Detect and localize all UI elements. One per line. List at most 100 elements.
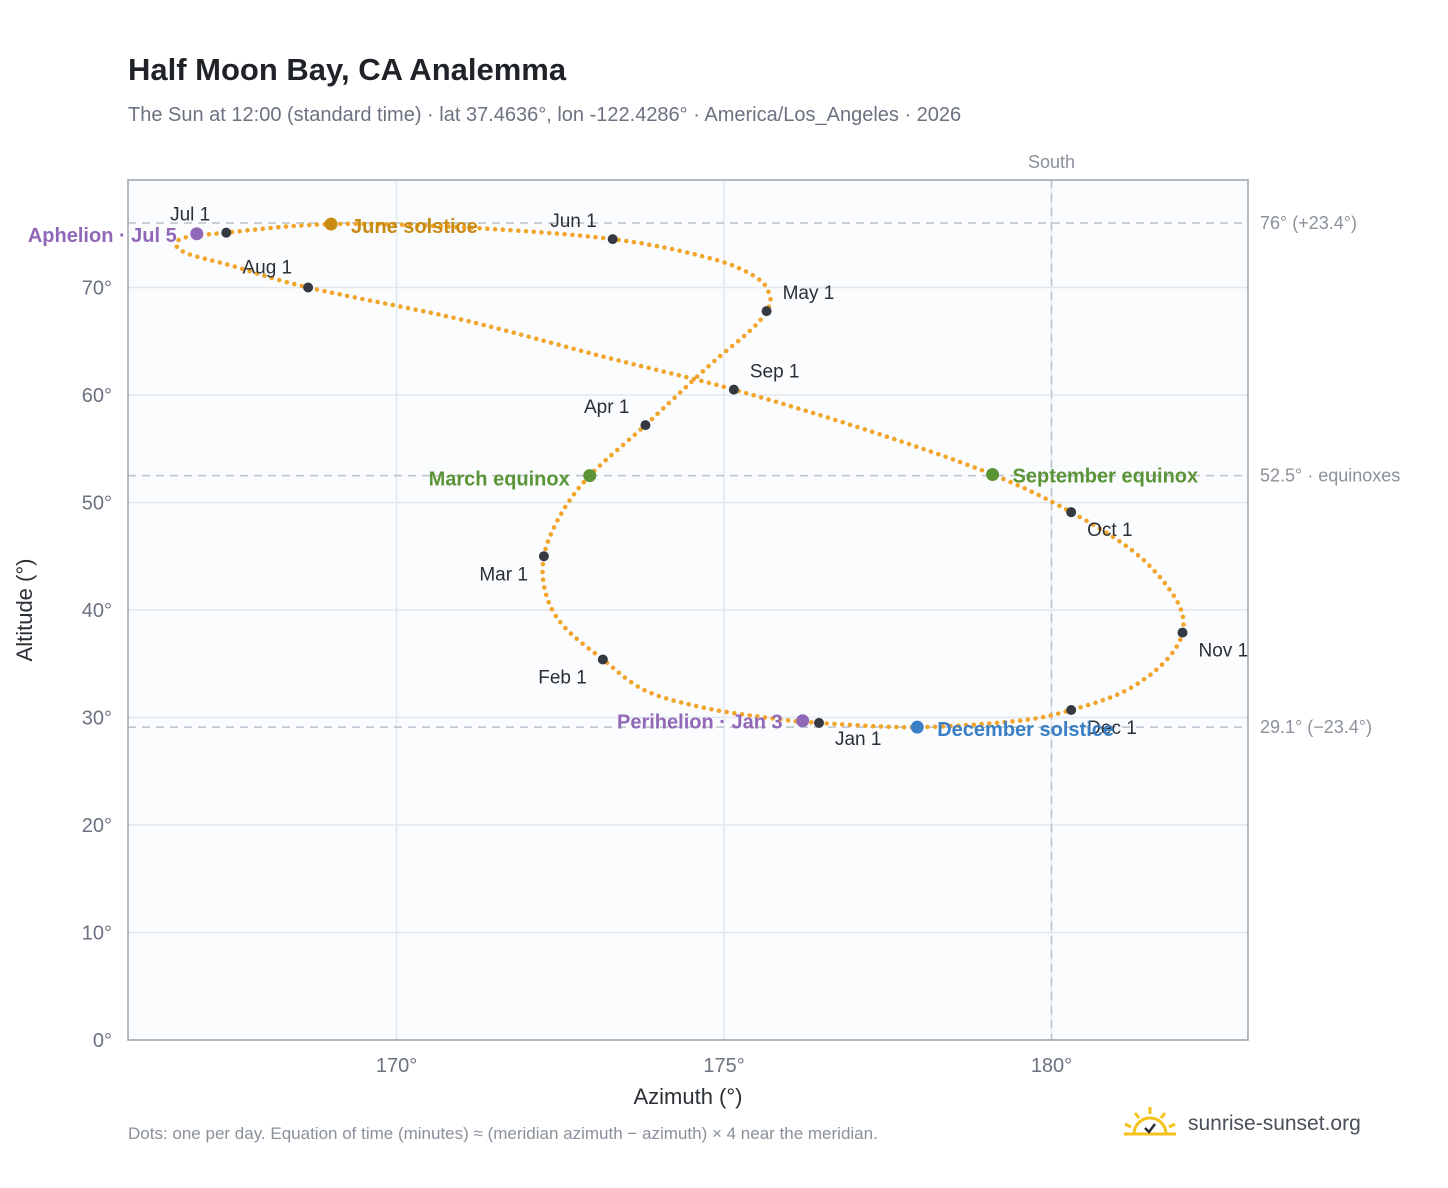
daily-dot — [750, 273, 756, 278]
daily-dot — [183, 235, 189, 240]
daily-dot — [810, 410, 816, 416]
daily-dot — [399, 222, 405, 227]
daily-dot — [932, 724, 938, 730]
daily-dot — [1097, 526, 1103, 531]
daily-dot — [1135, 552, 1141, 558]
y-tick-label: 0° — [93, 1030, 112, 1052]
daily-dot — [1170, 650, 1175, 656]
month-label: Apr 1 — [584, 397, 629, 418]
daily-dot — [824, 721, 829, 726]
daily-dot — [683, 384, 689, 390]
daily-dot — [568, 631, 574, 636]
daily-dot — [833, 417, 838, 423]
reference-line-label: 52.5° · equinoxes — [1260, 466, 1400, 486]
daily-dot — [314, 222, 320, 227]
daily-dot — [747, 713, 752, 718]
daily-dot — [1100, 698, 1106, 703]
daily-dot — [436, 312, 441, 317]
daily-dot — [187, 252, 193, 257]
daily-dot — [563, 344, 569, 350]
daily-dot — [661, 369, 666, 374]
reference-line-label: 76° (+23.4°) — [1260, 213, 1357, 233]
daily-dot — [839, 722, 845, 727]
reference-lines: South 76° (+23.4°) 52.5° · equinoxes 29.1° … — [128, 152, 1400, 1040]
daily-dot — [671, 698, 676, 703]
daily-dot — [503, 328, 509, 334]
daily-dot — [1129, 548, 1135, 553]
daily-dot — [956, 723, 961, 728]
month-label: Mar 1 — [479, 564, 528, 585]
daily-dot — [778, 717, 783, 722]
x-tick-label: 170° — [376, 1055, 417, 1077]
daily-dot — [773, 399, 779, 405]
daily-dot — [677, 390, 683, 395]
daily-dot — [276, 225, 281, 230]
daily-dot — [735, 338, 741, 344]
daily-dot — [677, 248, 682, 254]
daily-dot — [736, 265, 742, 271]
month-markers: Jan 1 Feb 1 Mar 1 Apr 1 May 1 Jun 1 Jul 1 Aug 1… — [170, 205, 1248, 750]
brand-logo[interactable]: sunrise-sunset.org — [1122, 1104, 1361, 1144]
x-tick-label: 180° — [1031, 1055, 1072, 1077]
daily-dot — [523, 228, 529, 234]
daily-dot — [921, 446, 926, 452]
daily-dot — [732, 710, 737, 716]
daily-dot — [965, 462, 970, 468]
daily-dot — [375, 299, 380, 305]
daily-dot — [649, 691, 654, 696]
daily-dot — [950, 457, 956, 462]
daily-dot — [1002, 719, 1007, 725]
daily-dot — [531, 229, 536, 235]
daily-dot — [766, 397, 771, 402]
y-tick-label: 40° — [82, 600, 112, 622]
daily-dot — [322, 288, 327, 294]
daily-dot — [803, 408, 808, 414]
daily-dot — [901, 724, 907, 730]
month-label: Dec 1 — [1087, 718, 1137, 739]
daily-dot — [413, 307, 418, 313]
daily-dot — [1010, 719, 1015, 724]
daily-dot — [892, 436, 897, 442]
daily-dot — [721, 384, 727, 390]
daily-dot — [766, 289, 771, 295]
daily-dot — [1104, 530, 1109, 535]
daily-dot — [701, 705, 707, 710]
daily-dot — [656, 693, 662, 699]
daily-dot — [353, 221, 359, 227]
daily-dot — [1050, 499, 1055, 505]
daily-dot — [1048, 713, 1053, 718]
daily-dot — [551, 525, 557, 530]
daily-dot — [751, 393, 756, 398]
daily-dot — [1084, 518, 1089, 524]
daily-dot — [666, 400, 672, 406]
daily-dot — [1178, 607, 1184, 612]
event-markers: March equinox June solstice September equi… — [28, 216, 1198, 741]
daily-dot — [232, 264, 238, 269]
daily-dot — [567, 498, 572, 503]
daily-dot — [586, 350, 591, 356]
daily-dot — [382, 301, 388, 306]
daily-dot — [352, 295, 358, 300]
daily-dot — [943, 454, 948, 460]
daily-dot — [398, 304, 403, 309]
daily-dot — [407, 222, 413, 228]
daily-dot — [649, 416, 655, 422]
daily-dot — [1154, 667, 1159, 673]
month-marker — [538, 551, 549, 562]
daily-dot — [878, 724, 884, 729]
daily-dot — [496, 326, 502, 332]
daily-dot — [781, 401, 786, 407]
daily-dot — [608, 356, 614, 361]
daily-dot — [252, 227, 258, 232]
daily-dot — [571, 491, 577, 497]
plot-frame — [127, 179, 1249, 1041]
daily-dot — [516, 228, 521, 233]
daily-dot — [925, 724, 930, 730]
daily-dot — [390, 302, 396, 308]
y-axis-label: Altitude (°) — [12, 559, 37, 662]
daily-dot — [1078, 705, 1083, 710]
daily-dot — [1141, 677, 1147, 682]
daily-dot — [1110, 534, 1116, 540]
daily-dot — [563, 625, 568, 631]
